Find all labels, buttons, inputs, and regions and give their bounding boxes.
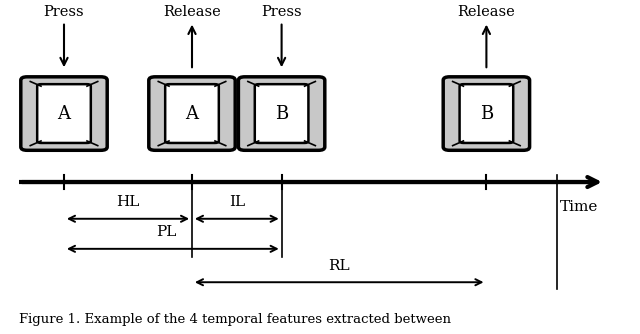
Text: Press: Press — [261, 5, 302, 19]
Text: Press: Press — [44, 5, 84, 19]
Text: Time: Time — [560, 200, 598, 214]
Text: B: B — [275, 105, 288, 123]
FancyBboxPatch shape — [460, 84, 513, 143]
Text: B: B — [480, 105, 493, 123]
Text: A: A — [186, 105, 198, 123]
FancyBboxPatch shape — [239, 77, 325, 150]
FancyBboxPatch shape — [148, 77, 236, 150]
FancyBboxPatch shape — [443, 77, 530, 150]
FancyBboxPatch shape — [20, 77, 108, 150]
FancyBboxPatch shape — [255, 84, 308, 143]
Text: Release: Release — [458, 5, 515, 19]
Text: Release: Release — [163, 5, 221, 19]
Text: Figure 1. Example of the 4 temporal features extracted between: Figure 1. Example of the 4 temporal feat… — [19, 313, 451, 326]
Text: RL: RL — [328, 259, 350, 273]
Text: IL: IL — [228, 195, 245, 209]
FancyBboxPatch shape — [165, 84, 219, 143]
Text: PL: PL — [156, 225, 177, 239]
FancyBboxPatch shape — [37, 84, 91, 143]
Text: A: A — [58, 105, 70, 123]
Text: HL: HL — [116, 195, 140, 209]
